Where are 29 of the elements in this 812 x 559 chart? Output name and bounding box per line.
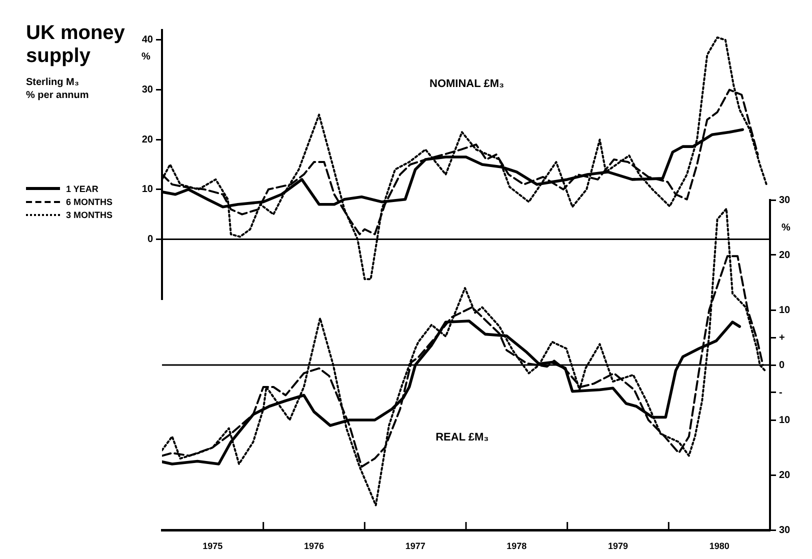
legend-label: 1 YEAR <box>66 184 98 194</box>
y2-tick-label: 30 <box>779 194 791 206</box>
y2-tick-label: 30 <box>779 524 791 536</box>
text: Sterling M₃ % per annum <box>26 76 90 102</box>
y-axis-title: % <box>142 52 151 63</box>
chart-title: UK money supply <box>26 22 125 67</box>
annotation: REAL £M₃ <box>436 432 489 444</box>
y2-tick-label: 0 <box>779 360 785 371</box>
y2-tick-label: 10 <box>779 304 791 316</box>
x-tick-label: 1978 <box>506 540 527 551</box>
y2-tick-label: 20 <box>779 470 791 481</box>
x-tick-label: 1979 <box>608 540 628 551</box>
y-tick-label: 20 <box>142 134 154 146</box>
y-tick-label: 10 <box>142 184 154 196</box>
annotation: NOMINAL £M₃ <box>430 78 504 90</box>
legend-label: 6 MONTHS <box>66 196 113 206</box>
y2-tick-label: - <box>779 387 782 398</box>
y2-tick-label: 10 <box>779 414 791 426</box>
y-tick-label: 40 <box>142 34 154 46</box>
y2-axis-title: % <box>782 222 791 234</box>
y-tick-label: 30 <box>142 84 154 96</box>
y2-tick-label: 20 <box>779 250 791 261</box>
x-tick-label: 1976 <box>304 540 324 551</box>
y-tick-label: 0 <box>147 234 154 245</box>
x-tick-label: 1977 <box>405 540 426 551</box>
y2-tick-label: + <box>779 332 785 344</box>
x-tick-label: 1980 <box>709 540 730 551</box>
x-tick-label: 1975 <box>202 540 223 551</box>
legend-label: 3 MONTHS <box>66 210 113 220</box>
